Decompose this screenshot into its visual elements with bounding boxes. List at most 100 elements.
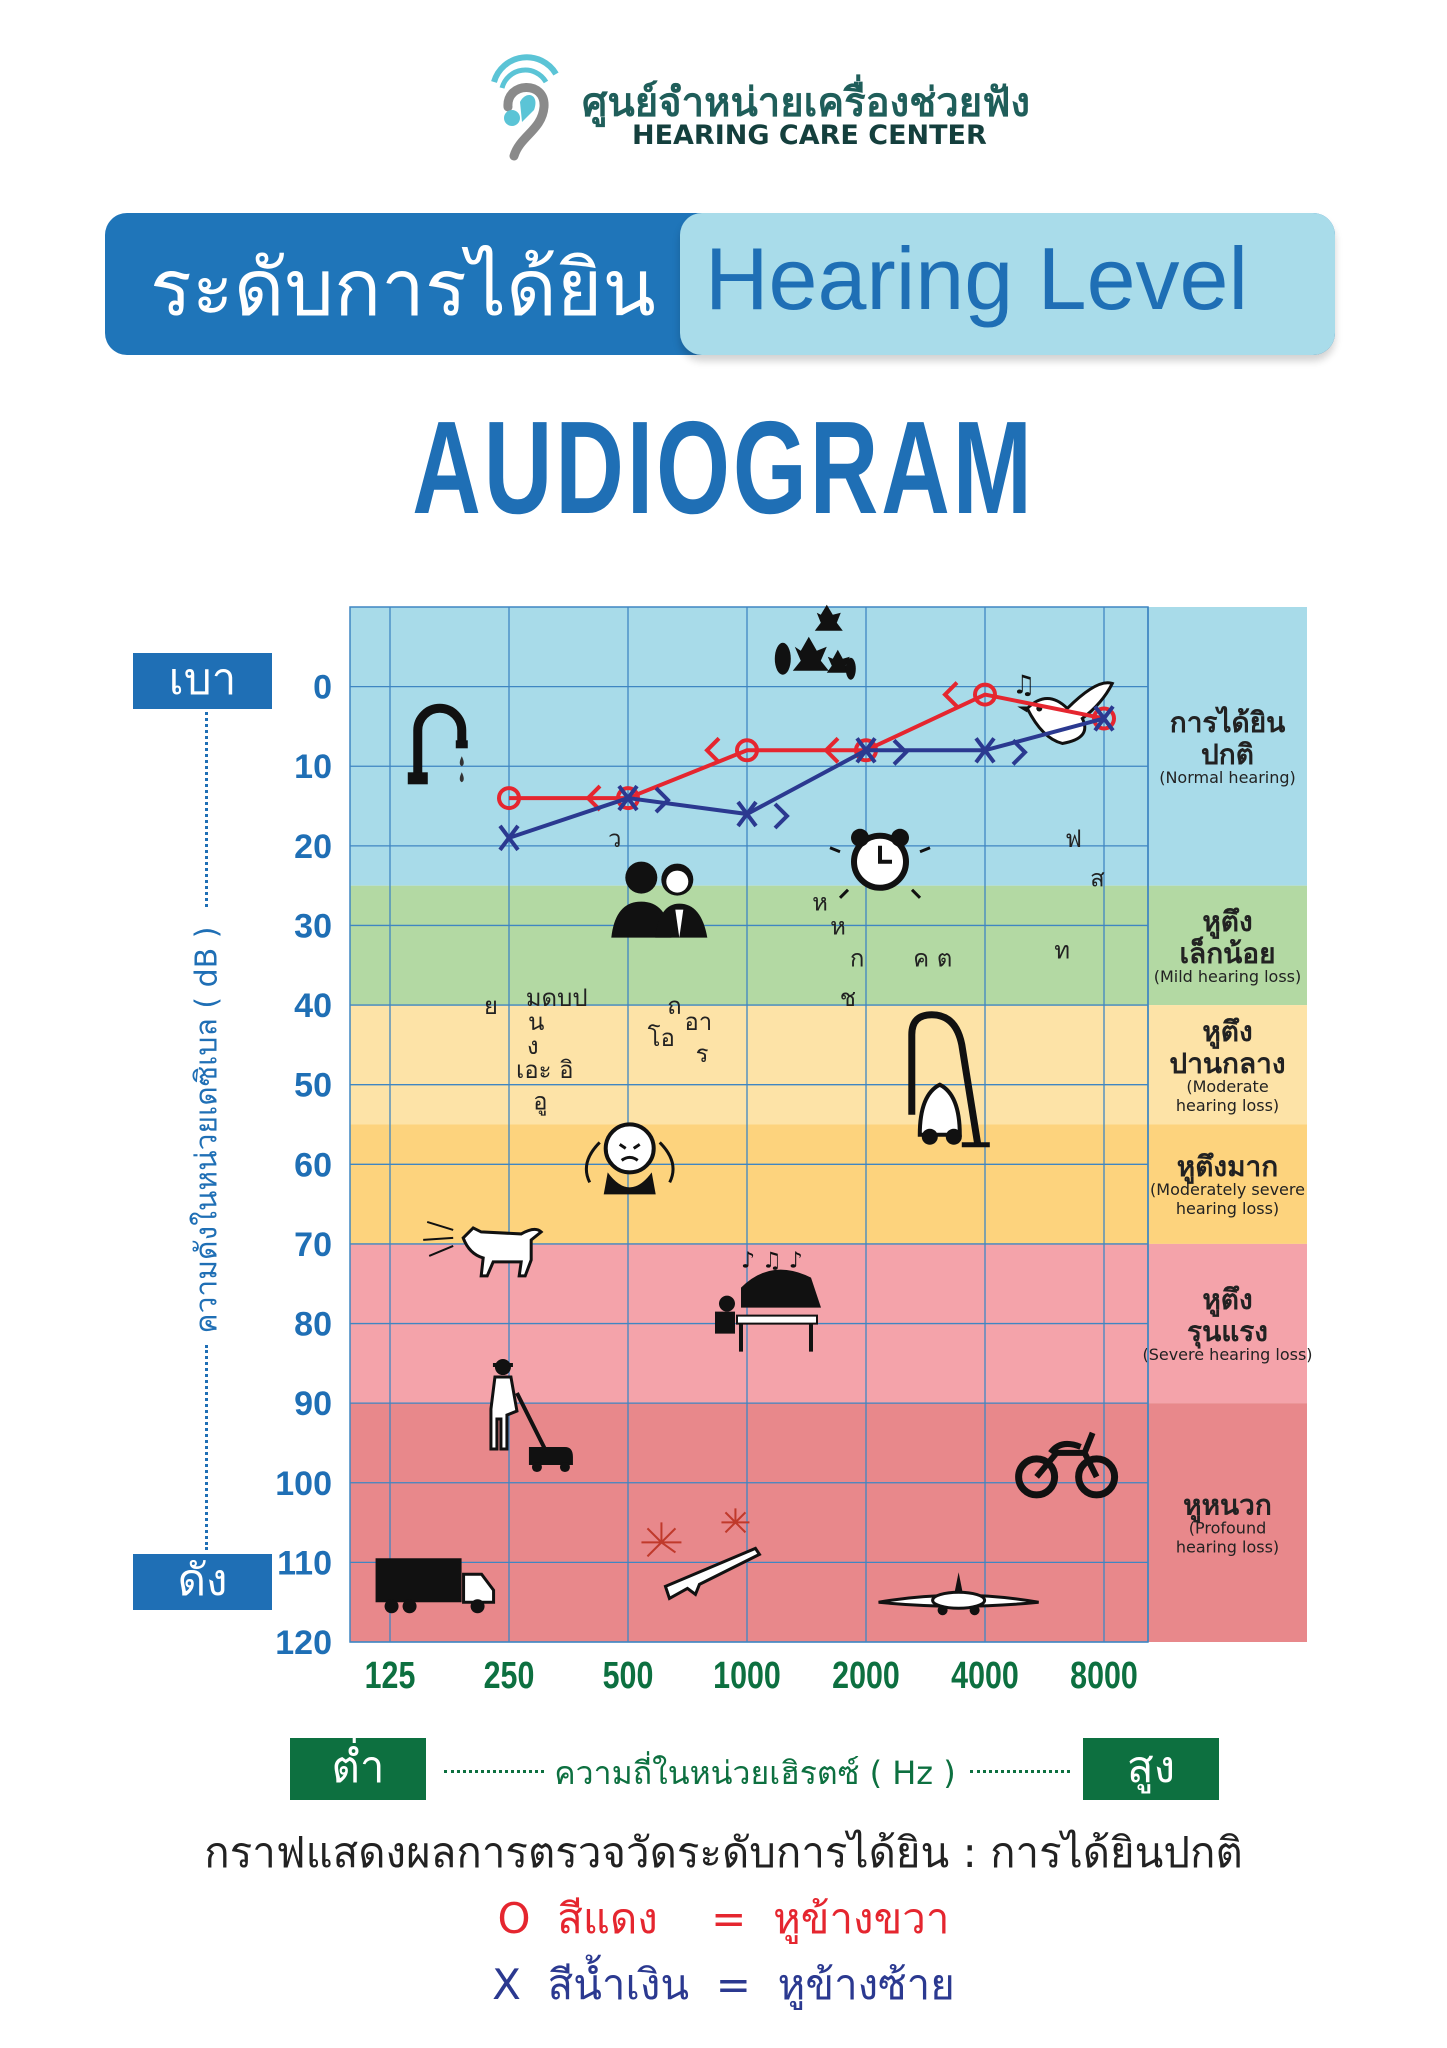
x-axis-dotted-line — [444, 1770, 544, 1773]
speech-sound-label: ค ต — [913, 944, 952, 972]
band-label: hearing loss) — [1176, 1199, 1279, 1218]
speech-sound-label: น — [528, 1008, 544, 1036]
band-1 — [350, 885, 1307, 1006]
band-label: หูตึง — [1202, 905, 1252, 939]
x-axis-low-label: ต่ำ — [290, 1738, 426, 1800]
speech-sound-label: อู — [533, 1088, 547, 1117]
y-tick-label: 70 — [294, 1226, 332, 1264]
left-ear-bone-marker — [1011, 738, 1028, 766]
truck-icon — [375, 1558, 496, 1614]
svg-text:♫: ♫ — [1012, 670, 1035, 700]
x-tick-label: 125 — [365, 1655, 416, 1697]
speech-sound-label: ห — [812, 889, 828, 917]
hearing-care-logo-icon — [491, 54, 559, 161]
right-ear-line — [509, 692, 1105, 801]
logo-thai-name: ศูนย์จำหน่ายเครื่องช่วยฟัง — [582, 80, 1031, 126]
speech-sound-label: ย — [484, 992, 498, 1020]
band-2 — [350, 1005, 1307, 1125]
band-label: hearing loss) — [1176, 1096, 1279, 1115]
result-caption: กราฟแสดงผลการตรวจวัดระดับการได้ยิน : การ… — [204, 1828, 1243, 1877]
band-label: (Moderate — [1186, 1077, 1268, 1096]
right-ear-bone-marker — [823, 736, 840, 764]
speech-sound-label: อา — [684, 1008, 712, 1036]
right-ear-marker — [497, 786, 521, 811]
legend-right-ear: O สีแดง = หูข้างขวา — [497, 1894, 950, 1943]
speech-sound-label: ว — [608, 825, 621, 853]
title-english: Hearing Level — [705, 229, 1248, 328]
left-ear-marker — [974, 737, 996, 764]
left-ear-marker — [736, 800, 758, 828]
right-ear-marker — [735, 738, 759, 763]
left-ear-marker — [1093, 705, 1115, 732]
x-axis-title: ความถี่ในหน่วยเฮิรตซ์ ( Hz ) — [554, 1754, 956, 1792]
band-label: hearing loss) — [1176, 1538, 1279, 1557]
y-tick-label: 120 — [275, 1624, 332, 1662]
x-tick-label: 500 — [603, 1655, 654, 1697]
y-tick-label: 10 — [294, 748, 332, 786]
logo-english-name: HEARING CARE CENTER — [632, 120, 987, 151]
speech-sound-label: ง — [527, 1032, 539, 1060]
y-tick-label: 60 — [294, 1146, 332, 1184]
speech-sound-label: ช — [840, 984, 856, 1012]
band-label: เล็กน้อย — [1179, 936, 1275, 970]
band-label: รุนแรง — [1187, 1315, 1268, 1349]
band-label: ปกติ — [1201, 738, 1254, 771]
left-ear-bone-marker — [892, 738, 909, 766]
speech-sound-label: เอะ อิ — [516, 1056, 574, 1084]
left-ear-line — [508, 716, 1105, 840]
y-tick-label: 20 — [294, 828, 332, 866]
x-axis-high-label: สูง — [1083, 1738, 1219, 1800]
motorcycle-icon — [1015, 1431, 1119, 1499]
speech-sound-label: ห — [830, 912, 846, 940]
piano-icon: ♪ ♫ ♪ — [714, 1249, 821, 1352]
legend-left-ear: X สีน้ำเงิน = หูข้างซ้าย — [492, 1960, 955, 2009]
band-label: (Mild hearing loss) — [1154, 967, 1302, 986]
band-label: ปานกลาง — [1169, 1047, 1285, 1080]
left-ear-bone-marker — [773, 802, 790, 830]
y-tick-label: 0 — [313, 669, 332, 707]
band-label: หูตึงมาก — [1177, 1150, 1278, 1184]
title-thai: ระดับการได้ยิน — [150, 244, 656, 332]
x-tick-label: 4000 — [951, 1655, 1019, 1697]
vacuum-cleaner-icon — [908, 1011, 990, 1148]
x-tick-label: 8000 — [1070, 1655, 1138, 1697]
speech-sound-label: ท — [1054, 936, 1070, 964]
y-tick-label: 110 — [277, 1544, 332, 1582]
y-axis-dotted-line — [205, 1345, 208, 1550]
right-ear-bone-marker — [585, 784, 602, 812]
right-ear-marker — [1092, 706, 1116, 731]
x-tick-label: 1000 — [713, 1655, 781, 1697]
crying-child-icon — [584, 1122, 675, 1195]
left-ear-marker — [617, 784, 639, 812]
speech-sound-label: มดบป — [526, 984, 588, 1012]
band-label: หูตึง — [1202, 1283, 1252, 1317]
speech-sound-label: โอ — [648, 1024, 675, 1052]
y-axis-dotted-line — [205, 712, 208, 907]
speech-sound-label: ถ — [667, 992, 682, 1020]
airplane-icon — [878, 1572, 1039, 1616]
band-label: (Severe hearing loss) — [1142, 1345, 1312, 1364]
right-ear-bone-marker — [704, 736, 721, 764]
y-tick-label: 80 — [294, 1306, 332, 1344]
right-ear-marker — [973, 682, 997, 707]
speech-sound-label: ส — [1090, 865, 1105, 893]
title-banner-english-panel — [680, 213, 1335, 355]
speech-sound-label: ก — [850, 944, 865, 972]
y-tick-label: 30 — [294, 907, 332, 945]
lawn-mower-icon — [489, 1359, 573, 1473]
svg-text:♪ ♫ ♪: ♪ ♫ ♪ — [741, 1249, 803, 1274]
y-tick-label: 90 — [294, 1385, 332, 1423]
page-title: AUDIOGRAM — [412, 394, 1035, 541]
speech-sound-label: ฟ — [1065, 825, 1082, 853]
x-axis-dotted-line — [970, 1770, 1070, 1773]
y-tick-label: 100 — [275, 1465, 332, 1503]
y-axis-loud-label: ดัง — [133, 1554, 272, 1610]
band-label: (Normal hearing) — [1159, 768, 1296, 787]
dripping-faucet-icon — [407, 703, 468, 785]
right-ear-bone-marker — [942, 681, 959, 708]
band-label: หูตึง — [1202, 1015, 1252, 1049]
y-tick-label: 40 — [294, 987, 332, 1025]
y-axis-quiet-label: เบา — [133, 653, 272, 709]
speech-sound-label: ร — [696, 1040, 709, 1068]
